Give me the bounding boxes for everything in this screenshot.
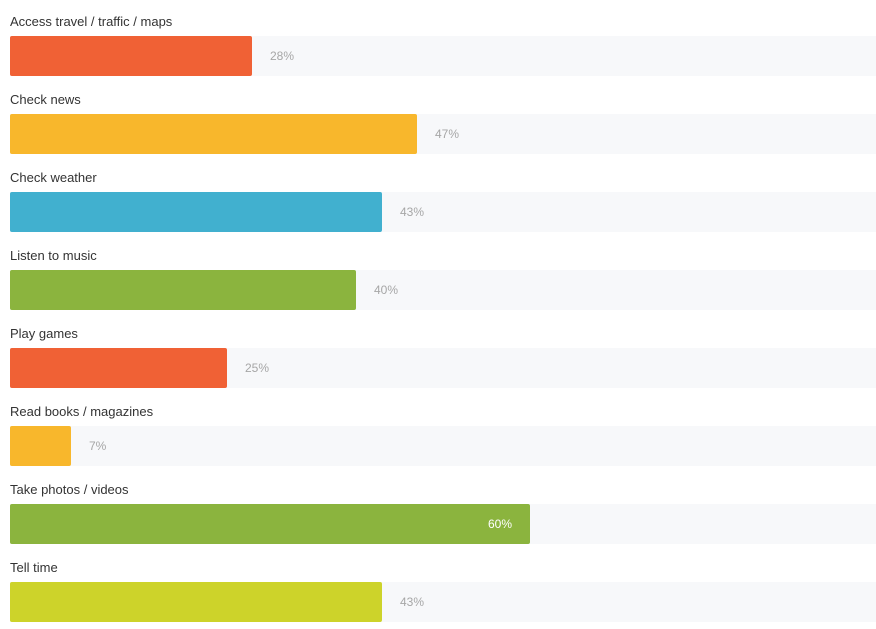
category-label: Take photos / videos bbox=[10, 482, 129, 497]
bar-row: Check news 47% bbox=[10, 78, 876, 156]
value-label: 47% bbox=[435, 127, 460, 141]
value-label: 28% bbox=[270, 49, 295, 63]
bar bbox=[10, 426, 71, 466]
bar-row: Play games 25% bbox=[10, 312, 876, 390]
bar-track: 43% bbox=[10, 192, 876, 232]
value-label: 40% bbox=[374, 283, 399, 297]
bar-row: Take photos / videos 60% bbox=[10, 468, 876, 546]
bar bbox=[10, 582, 382, 622]
bar bbox=[10, 36, 252, 76]
bar-row: Access travel / traffic / maps 28% bbox=[10, 0, 876, 78]
bar-track: 40% bbox=[10, 270, 876, 310]
bar-row: Read books / magazines 7% bbox=[10, 390, 876, 468]
value-label: 60% bbox=[487, 517, 512, 531]
category-label: Play games bbox=[10, 326, 78, 341]
bar-track: 47% bbox=[10, 114, 876, 154]
bar-track: 25% bbox=[10, 348, 876, 388]
category-label: Tell time bbox=[10, 560, 58, 575]
bar-track: 43% bbox=[10, 582, 876, 622]
value-label: 43% bbox=[400, 205, 425, 219]
bar-row: Listen to music 40% bbox=[10, 234, 876, 312]
bar-track: 7% bbox=[10, 426, 876, 466]
bar-track: 60% bbox=[10, 504, 876, 544]
bar-chart: Access travel / traffic / maps 28% Check n… bbox=[10, 0, 876, 629]
category-label: Read books / magazines bbox=[10, 404, 154, 419]
bar-row: Check weather 43% bbox=[10, 156, 876, 234]
bar bbox=[10, 504, 530, 544]
category-label: Check news bbox=[10, 92, 81, 107]
category-label: Listen to music bbox=[10, 248, 97, 263]
value-label: 7% bbox=[89, 439, 107, 453]
bar-row: Tell time 43% bbox=[10, 546, 876, 624]
category-label: Check weather bbox=[10, 170, 97, 185]
bar bbox=[10, 114, 417, 154]
bar bbox=[10, 348, 227, 388]
category-label: Access travel / traffic / maps bbox=[10, 14, 173, 29]
value-label: 43% bbox=[400, 595, 425, 609]
bar-track: 28% bbox=[10, 36, 876, 76]
value-label: 25% bbox=[245, 361, 270, 375]
bar bbox=[10, 270, 356, 310]
bar bbox=[10, 192, 382, 232]
